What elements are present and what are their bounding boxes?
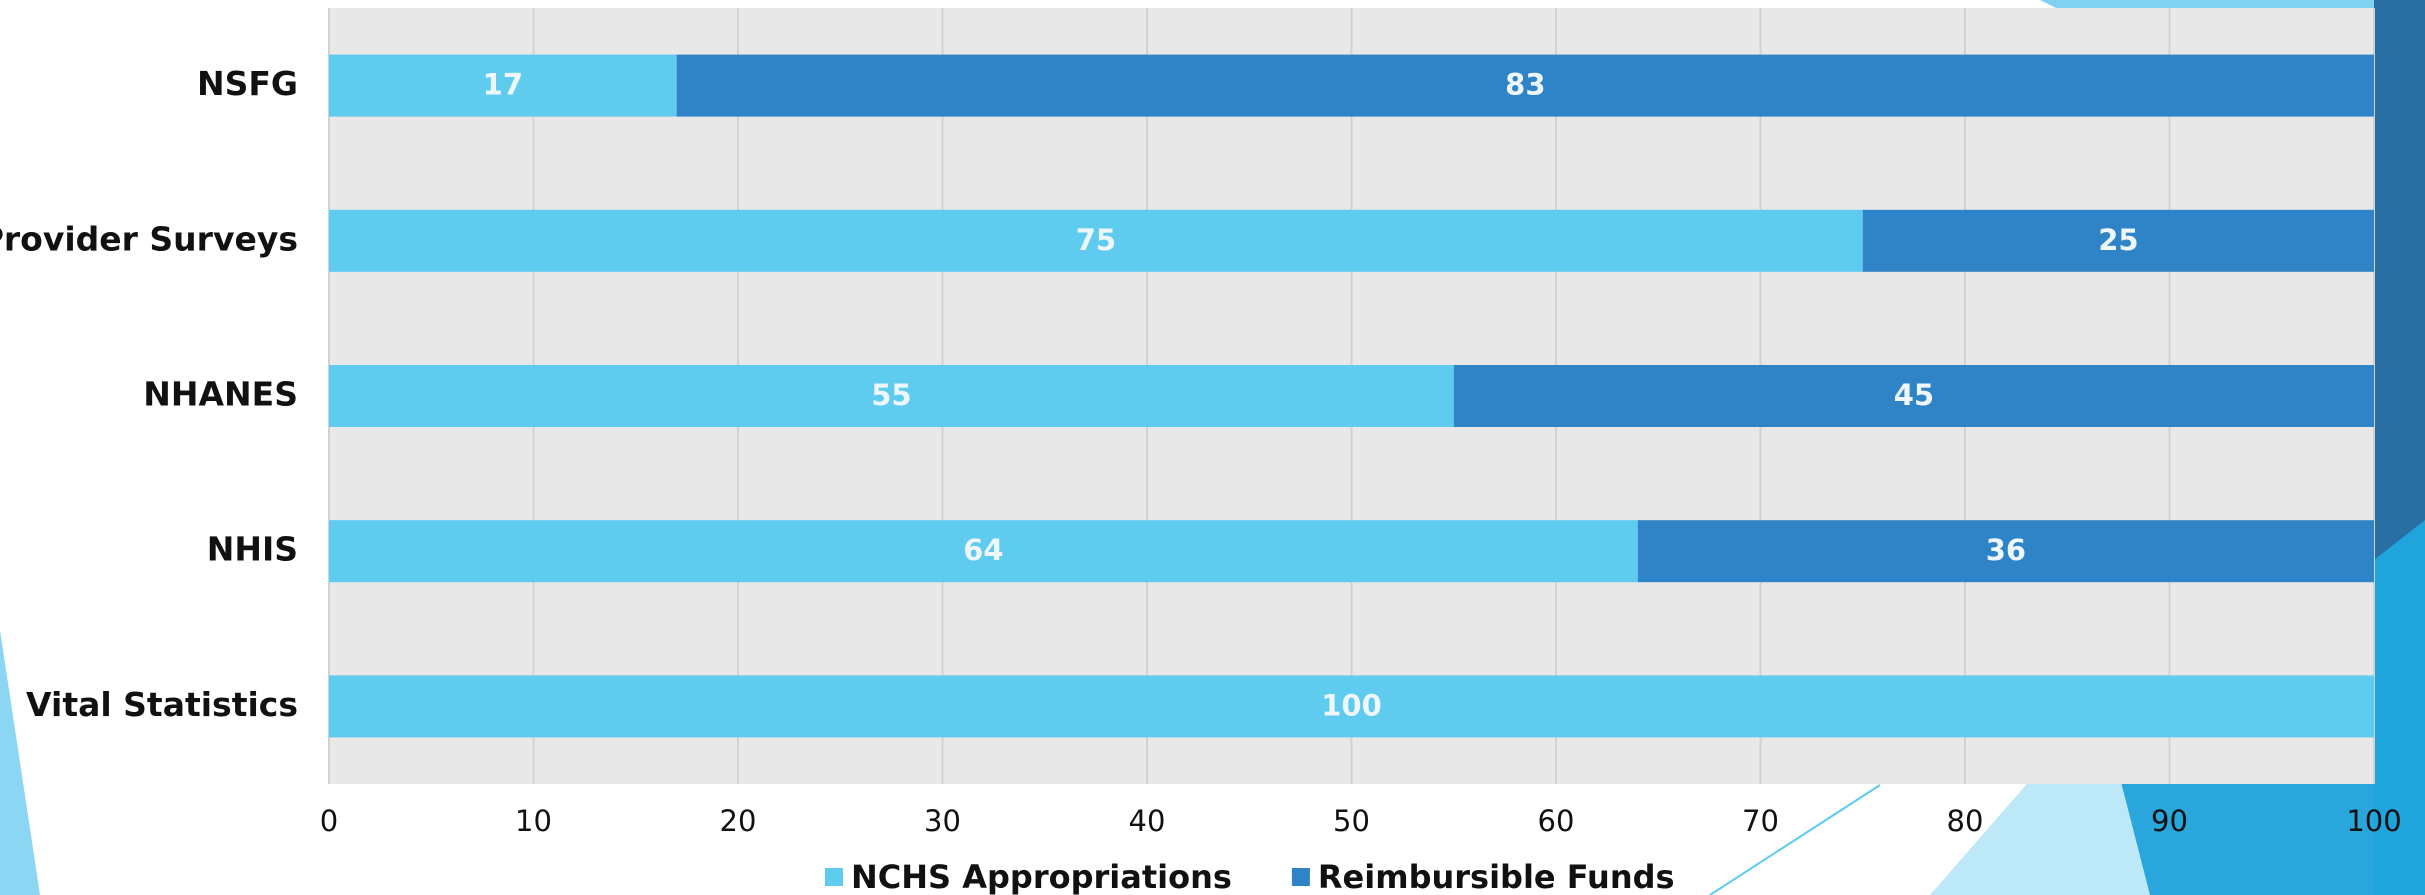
bar-segment [1637, 520, 2374, 583]
x-tick-label: 70 [1742, 804, 1779, 838]
x-tick-label: 100 [2346, 804, 2401, 838]
x-tick-label: 30 [924, 804, 961, 838]
data-label: 64 [963, 533, 1003, 567]
data-label: 17 [483, 68, 523, 102]
bar-segment [329, 54, 677, 117]
y-tick-label: NHIS [207, 530, 298, 569]
data-label: 55 [871, 378, 911, 412]
data-label: 83 [1505, 68, 1545, 102]
x-tick-label: 50 [1333, 804, 1370, 838]
y-tick-label: Provider Surveys [0, 219, 298, 258]
data-label: 100 [1321, 688, 1382, 722]
legend-swatch [825, 868, 843, 886]
bar-segment [1862, 209, 2374, 272]
bar-segment [1453, 365, 2374, 427]
bar-segment [329, 520, 1638, 583]
x-tick-label: 60 [1538, 804, 1575, 838]
bar-segment [329, 675, 2374, 738]
legend-label: NCHS Appropriations [851, 858, 1232, 895]
bar-segment [329, 209, 1863, 272]
x-tick-label: 80 [1947, 804, 1984, 838]
legend-swatch [1291, 868, 1310, 886]
y-tick-label: NSFG [197, 64, 298, 103]
data-label: 45 [1894, 378, 1934, 412]
x-tick-label: 10 [515, 804, 552, 838]
data-label: 36 [1986, 533, 2026, 567]
bar-segment [329, 365, 1454, 427]
x-tick-label: 40 [1129, 804, 1166, 838]
data-label: 75 [1076, 223, 1116, 257]
y-tick-label: NHANES [143, 375, 298, 414]
y-tick-label: Vital Statistics [26, 685, 298, 724]
bar-segment [676, 54, 2374, 117]
x-tick-label: 0 [320, 804, 338, 838]
legend-label: Reimbursible Funds [1318, 858, 1675, 895]
x-tick-label: 90 [2151, 804, 2188, 838]
x-tick-label: 20 [720, 804, 757, 838]
data-label: 25 [2098, 223, 2138, 257]
